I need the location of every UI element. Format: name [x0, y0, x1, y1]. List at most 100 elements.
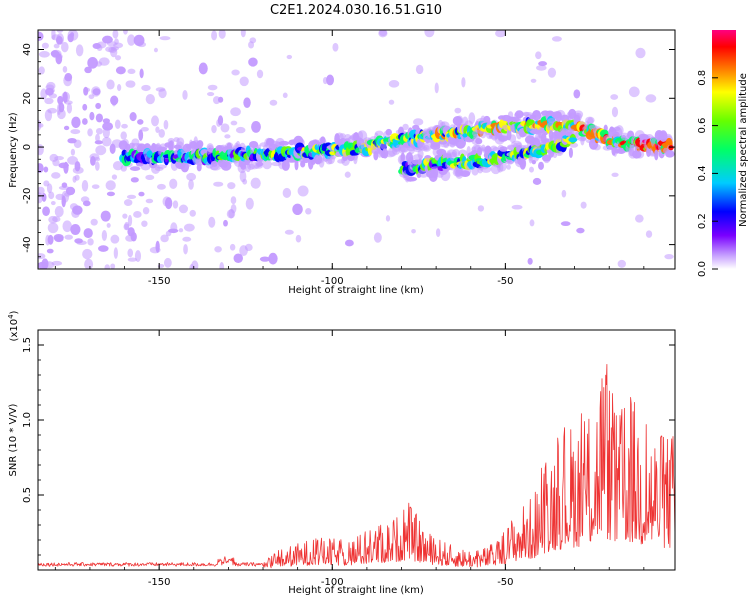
spectrogram-cell — [281, 159, 290, 171]
spectrogram-cell — [245, 197, 254, 210]
spectrogram-cell — [120, 131, 127, 140]
spectrogram-cell — [476, 146, 483, 156]
spectrogram-cell — [62, 220, 72, 233]
spectrogram-cell — [535, 51, 542, 60]
spectrogram-cell — [72, 175, 77, 183]
colorbar-tick-label: 0.2 — [697, 213, 708, 229]
spectrogram-cell — [440, 169, 451, 182]
spectrogram-cell — [151, 115, 159, 127]
spectrogram-cell — [211, 124, 217, 134]
spectrogram-cell — [106, 41, 117, 47]
spectrogram-cell — [113, 247, 118, 259]
spectrogram-cell — [235, 126, 246, 134]
spectrogram-xtick-label: -100 — [321, 276, 344, 287]
spectrogram-cell — [373, 232, 382, 243]
spectrogram-cell — [54, 205, 64, 218]
spectrogram-cell — [41, 42, 49, 49]
spectrogram-cell — [51, 260, 63, 266]
spectrogram-cell — [127, 257, 138, 262]
spectrogram-cell — [55, 193, 65, 201]
colorbar-gradient — [712, 30, 736, 269]
spectrogram-cell — [38, 31, 44, 42]
spectrogram-cell — [44, 97, 54, 105]
spectrogram-cell — [282, 187, 292, 198]
spectrogram-cell — [50, 200, 56, 206]
spectrogram-cell — [87, 128, 93, 137]
spectrogram-cell — [435, 228, 441, 237]
chart-title: C2E1.2024.030.16.51.G10 — [270, 3, 442, 18]
spectrogram-cell — [514, 110, 524, 119]
spectrogram-cell — [483, 115, 491, 124]
spectrogram-cell — [240, 163, 247, 170]
spectrogram-cell — [262, 159, 272, 170]
spectrogram-cell — [106, 222, 111, 228]
spectrogram-cell — [468, 112, 476, 125]
spectrogram-cell — [137, 41, 147, 48]
spectrogram-cell — [129, 111, 137, 122]
spectrogram-cell — [480, 165, 492, 173]
spectrogram-cell — [580, 136, 587, 141]
spectrogram-cell — [63, 125, 70, 131]
spectrogram-cell — [529, 219, 535, 227]
spectrogram-cell — [48, 215, 58, 224]
spectrogram-cell — [95, 145, 107, 156]
spectrogram-cell — [163, 119, 169, 130]
spectrogram-cell — [110, 263, 116, 269]
colorbar-tick-label: 0.8 — [697, 70, 708, 86]
spectrogram-xlabel: Height of straight line (km) — [288, 285, 424, 296]
spectrogram-cell — [443, 139, 450, 149]
spectrogram-cell — [145, 94, 155, 105]
spectrogram-cell — [62, 65, 68, 73]
spectrogram-cell — [115, 66, 126, 75]
spectrogram-cell — [89, 111, 95, 121]
spectrogram-cell — [125, 80, 136, 88]
spectrogram-ytick-label: -40 — [22, 236, 33, 252]
snr-xlabel: Height of straight line (km) — [288, 585, 424, 596]
spectrogram-cell — [44, 109, 53, 122]
spectrogram-cell — [42, 206, 50, 217]
spectrogram-cell — [87, 238, 94, 246]
spectrogram-cell — [611, 144, 617, 156]
spectrogram-cell — [156, 183, 166, 190]
spectrogram-cell — [141, 84, 151, 92]
spectrogram-cell — [145, 198, 154, 204]
spectrogram-cell — [344, 171, 351, 178]
spectrogram-cell — [535, 64, 547, 71]
spectrogram-cell — [74, 161, 81, 172]
spectrogram-cell — [114, 119, 121, 130]
spectrogram-cell — [105, 180, 116, 191]
spectrogram-cell — [110, 234, 120, 244]
spectrogram-cell — [140, 126, 149, 132]
spectrogram-cell — [133, 211, 142, 218]
spectrogram-cell — [421, 142, 432, 152]
spectrogram-cell — [228, 208, 235, 219]
spectrogram-cell — [106, 191, 115, 197]
spectrogram-cell — [206, 91, 215, 97]
spectrogram-cell — [38, 163, 44, 173]
spectrogram-cell — [477, 205, 485, 212]
spectrogram-cell — [46, 81, 56, 91]
snr-ytick-label: 1.5 — [22, 337, 33, 353]
spectrogram-cell — [610, 94, 619, 100]
snr-multiplier-base: (x10 — [9, 319, 20, 342]
spectrogram-cell — [89, 153, 100, 161]
spectrogram-cell — [230, 107, 241, 117]
spectrogram-cell — [305, 208, 312, 215]
spectrogram-cell — [88, 94, 95, 100]
spectrogram-cell — [70, 129, 81, 135]
spectrogram-cell — [188, 179, 194, 190]
spectrogram-cell — [94, 161, 100, 171]
spectrogram-cell — [127, 248, 134, 258]
spectrogram-cell — [255, 144, 262, 150]
spectrogram-cell — [98, 245, 109, 252]
spectrogram-cell — [82, 248, 93, 260]
spectrogram-cell — [191, 260, 199, 269]
spectrogram-cell — [547, 67, 557, 78]
spectrogram-cell — [593, 143, 601, 151]
spectrogram-cell — [220, 123, 230, 133]
colorbar: 0.0 0.2 0.4 0.6 0.8 Normalized spectral ampl… — [697, 30, 749, 277]
spectrogram-cell — [498, 160, 507, 172]
spectrogram-cell — [55, 35, 63, 45]
spectrogram-cell — [38, 144, 44, 156]
spectrogram-cell — [211, 30, 218, 41]
